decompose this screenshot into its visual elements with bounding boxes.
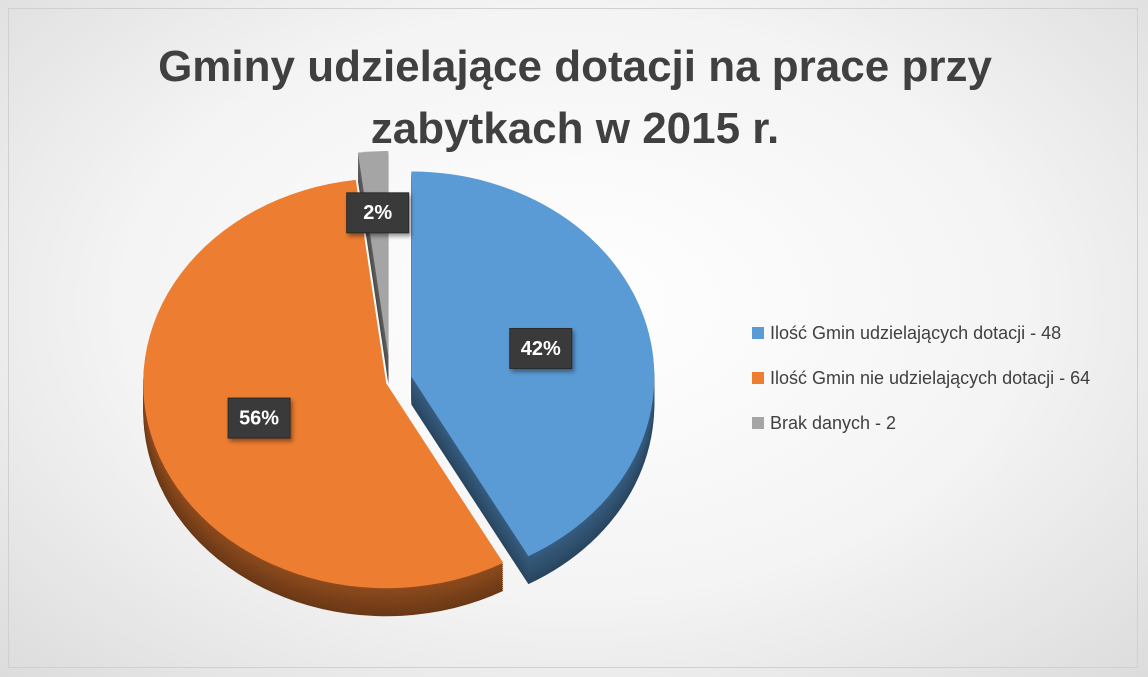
- chart-title: Gminy udzielające dotacji na prace przy …: [158, 42, 992, 153]
- legend-item: Brak danych - 2: [752, 410, 1144, 436]
- legend-item: Ilość Gmin nie udzielających dotacji - 6…: [752, 365, 1144, 391]
- legend-label: Ilość Gmin udzielających dotacji - 48: [770, 323, 1062, 343]
- data-label: 56%: [239, 407, 279, 429]
- pie-labels: 42% 56% 2%: [227, 192, 573, 439]
- data-label-box: [509, 327, 573, 369]
- legend-item: Ilość Gmin udzielających dotacji - 48: [752, 320, 1144, 346]
- slice: [143, 179, 504, 589]
- chart-border: [8, 8, 1138, 668]
- legend-swatch: [752, 327, 764, 339]
- legend-swatch: [752, 372, 764, 384]
- data-label-box: [346, 192, 410, 234]
- data-label: 42%: [521, 338, 561, 360]
- legend-label: Ilość Gmin nie udzielających dotacji - 6…: [770, 368, 1091, 388]
- data-label-box: [227, 397, 291, 439]
- data-label: 2%: [363, 202, 392, 224]
- legend-swatch: [752, 417, 764, 429]
- legend: Ilość Gmin udzielających dotacji - 48 Ilo…: [752, 320, 1144, 455]
- legend-label: Brak danych - 2: [770, 413, 897, 433]
